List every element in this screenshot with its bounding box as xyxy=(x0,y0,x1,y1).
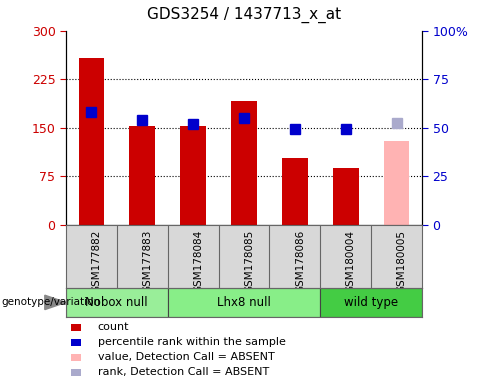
Bar xyxy=(71,354,81,361)
Text: GSM178085: GSM178085 xyxy=(244,230,254,293)
Text: Nobox null: Nobox null xyxy=(85,296,148,309)
Text: percentile rank within the sample: percentile rank within the sample xyxy=(98,337,285,347)
Bar xyxy=(71,339,81,346)
Text: count: count xyxy=(98,322,129,332)
Text: GSM180004: GSM180004 xyxy=(346,230,356,293)
Text: wild type: wild type xyxy=(344,296,398,309)
Bar xyxy=(384,141,409,225)
Text: GSM177883: GSM177883 xyxy=(142,230,152,293)
Text: GDS3254 / 1437713_x_at: GDS3254 / 1437713_x_at xyxy=(147,7,341,23)
Bar xyxy=(79,58,104,225)
Bar xyxy=(71,369,81,376)
Bar xyxy=(168,288,320,317)
Text: GSM178086: GSM178086 xyxy=(295,230,305,293)
Text: Lhx8 null: Lhx8 null xyxy=(217,296,271,309)
Text: GSM178084: GSM178084 xyxy=(193,230,203,293)
Polygon shape xyxy=(45,295,66,310)
Bar xyxy=(320,288,422,317)
Text: value, Detection Call = ABSENT: value, Detection Call = ABSENT xyxy=(98,352,274,362)
Bar xyxy=(333,168,359,225)
Bar xyxy=(71,324,81,331)
Bar xyxy=(231,101,257,225)
Bar xyxy=(66,288,168,317)
Bar xyxy=(181,126,206,225)
Text: genotype/variation: genotype/variation xyxy=(1,297,101,308)
Text: GSM180005: GSM180005 xyxy=(397,230,407,293)
Bar xyxy=(282,158,307,225)
Bar xyxy=(129,126,155,225)
Text: GSM177882: GSM177882 xyxy=(91,230,102,293)
Text: rank, Detection Call = ABSENT: rank, Detection Call = ABSENT xyxy=(98,367,269,377)
